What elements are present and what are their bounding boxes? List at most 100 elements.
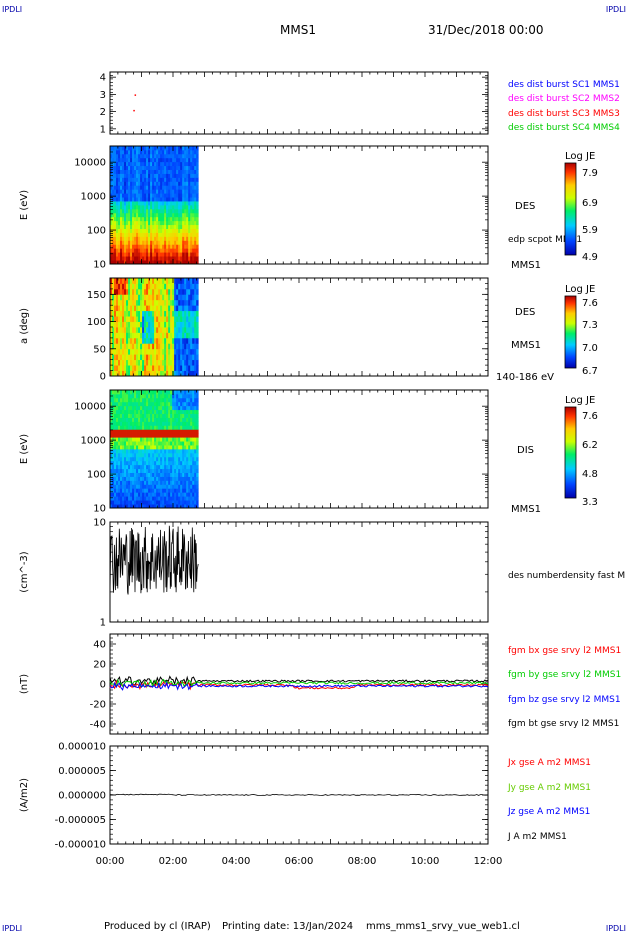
spectrogram-cell xyxy=(154,500,157,505)
spectrogram-cell xyxy=(160,337,163,344)
density-series-line xyxy=(109,525,199,595)
spectrogram-cell xyxy=(110,468,113,473)
spectrogram-cell xyxy=(188,484,191,489)
spectrogram-cell xyxy=(148,425,151,430)
spectrogram-cell xyxy=(190,161,193,167)
spectrogram-cell xyxy=(126,332,129,339)
spectrogram-cell xyxy=(178,370,181,377)
spectrogram-cell xyxy=(176,153,179,159)
spectrogram-cell xyxy=(156,337,159,344)
spectrogram-cell xyxy=(124,236,127,241)
spectrogram-cell xyxy=(164,480,167,485)
spectrogram-cell xyxy=(112,468,115,473)
spectrogram-cell xyxy=(186,193,189,198)
spectrogram-cell xyxy=(152,348,155,355)
spectrogram-cell xyxy=(122,332,125,339)
spectrogram-cell xyxy=(194,278,197,284)
spectrogram-cell xyxy=(136,365,139,371)
spectrogram-cell xyxy=(180,456,183,462)
spectrogram-cell xyxy=(116,299,119,306)
spectrogram-cell xyxy=(132,240,135,245)
spectrogram-cell xyxy=(122,146,125,151)
spectrogram-cell xyxy=(144,429,147,434)
spectrogram-cell xyxy=(170,441,173,446)
spectrogram-cell xyxy=(146,409,149,414)
spectrogram-cell xyxy=(154,484,157,489)
spectrogram-cell xyxy=(188,173,191,178)
spectrogram-cell xyxy=(148,437,151,442)
spectrogram-cell xyxy=(182,189,185,194)
spectrogram-cell xyxy=(174,492,177,497)
spectrogram-cell xyxy=(132,283,135,290)
spectrogram-cell xyxy=(166,464,169,470)
spectrogram-cell xyxy=(130,278,133,284)
spectrogram-cell xyxy=(164,327,167,333)
spectrogram-cell xyxy=(194,370,197,377)
spectrogram-cell xyxy=(150,405,153,411)
spectrogram-cell xyxy=(164,185,167,190)
spectrogram-cell xyxy=(136,236,139,241)
spectrogram-cell xyxy=(162,321,165,328)
spectrogram-cell xyxy=(118,201,121,206)
spectrogram-cell xyxy=(192,337,195,344)
spectrogram-cell xyxy=(142,429,145,434)
spectrogram-cell xyxy=(194,393,197,399)
spectrogram-cell xyxy=(162,157,165,163)
spectrogram-cell xyxy=(146,441,149,446)
spectrogram-cell xyxy=(162,500,165,505)
spectrogram-cell xyxy=(130,464,133,470)
spectrogram-cell xyxy=(162,252,165,257)
spectrogram-cell xyxy=(162,256,165,261)
spectrogram-cell xyxy=(160,256,163,261)
spectrogram-cell xyxy=(186,476,189,481)
spectrogram-cell xyxy=(154,220,157,226)
spectrogram-cell xyxy=(164,216,167,222)
spectrogram-cell xyxy=(148,370,151,377)
spectrogram-cell xyxy=(180,299,183,306)
spectrogram-cell xyxy=(120,208,123,214)
spectrogram-cell xyxy=(166,480,169,485)
spectrogram-cell xyxy=(124,504,127,509)
spectrogram-cell xyxy=(168,278,171,284)
spectrogram-cell xyxy=(124,294,127,301)
spectrogram-cell xyxy=(180,177,183,182)
spectrogram-cell xyxy=(122,480,125,485)
spectrogram-cell xyxy=(128,310,131,317)
spectrogram-cell xyxy=(154,228,157,233)
spectrogram-cell xyxy=(142,205,145,210)
spectrogram-cell xyxy=(154,283,157,290)
spectrogram-cell xyxy=(114,310,117,317)
spectrogram-cell xyxy=(168,212,171,218)
spectrogram-cell xyxy=(130,220,133,226)
spectrogram-cell xyxy=(118,165,121,170)
spectrogram-cell xyxy=(140,437,143,442)
spectrogram-cell xyxy=(138,354,141,361)
spectrogram-cell xyxy=(134,496,137,501)
spectrogram-cell xyxy=(126,468,129,473)
spectrogram-cell xyxy=(122,149,125,155)
spectrogram-cell xyxy=(122,201,125,206)
spectrogram-cell xyxy=(196,409,199,414)
spectrogram-cell xyxy=(132,165,135,170)
spectrogram-cell xyxy=(194,409,197,414)
spectrogram-cell xyxy=(150,496,153,501)
spectrogram-cell xyxy=(168,449,171,454)
spectrogram-cell xyxy=(110,310,113,317)
spectrogram-cell xyxy=(124,449,127,454)
spectrogram-cell xyxy=(182,425,185,430)
spectrogram-cell xyxy=(170,189,173,194)
spectrogram-cell xyxy=(152,417,155,422)
spectrogram-cell xyxy=(140,208,143,214)
spectrogram-cell xyxy=(138,224,141,229)
spectrogram-cell xyxy=(116,437,119,442)
spectrogram-cell xyxy=(196,244,199,249)
spectrogram-cell xyxy=(164,310,167,317)
spectrogram-cell xyxy=(180,216,183,222)
spectrogram-cell xyxy=(190,437,193,442)
spectrogram-cell xyxy=(156,212,159,218)
spectrogram-cell xyxy=(118,177,121,182)
spectrogram-cell xyxy=(154,413,157,418)
spectrogram-cell xyxy=(110,201,113,206)
spectrogram-cell xyxy=(192,421,195,426)
spectrogram-cell xyxy=(162,390,165,395)
